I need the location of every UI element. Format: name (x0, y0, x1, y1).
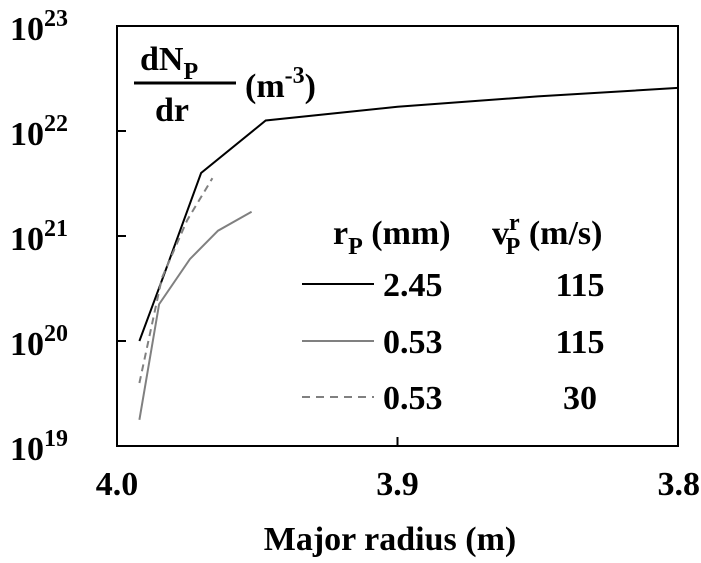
legend-vp-value: 115 (555, 324, 604, 361)
y-tick-label: 1022 (10, 111, 68, 153)
legend-vp-value: 30 (563, 380, 597, 417)
legend-rp-value: 0.53 (383, 380, 443, 417)
y-tick-label: 1023 (10, 6, 68, 48)
x-tick-label: 3.8 (658, 466, 701, 503)
x-axis-label: Major radius (m) (264, 521, 516, 558)
y-tick-label: 1020 (10, 321, 68, 363)
y-label-denominator: dr (155, 92, 189, 129)
legend-vp-value: 115 (555, 267, 604, 304)
x-tick-label: 3.9 (376, 466, 419, 503)
legend-header-rp: rP (mm) (333, 215, 451, 260)
legend-rp-value: 0.53 (383, 324, 443, 361)
series-line-2 (139, 212, 251, 420)
legend-header-vp: vr P (m/s) (492, 210, 602, 260)
y-tick-label: 1019 (10, 426, 68, 468)
y-tick-label: 1021 (10, 216, 68, 258)
x-tick-label: 4.0 (96, 466, 139, 503)
y-label-unit: (m-3) (245, 63, 316, 105)
legend-rp-value: 2.45 (383, 267, 443, 304)
y-axis-label: dNP dr (m-3) (134, 41, 316, 129)
legend: rP (mm) vr P (m/s) 2.45 115 0.53 115 0.53 30 (302, 210, 605, 417)
y-label-numerator: dNP (140, 41, 198, 85)
